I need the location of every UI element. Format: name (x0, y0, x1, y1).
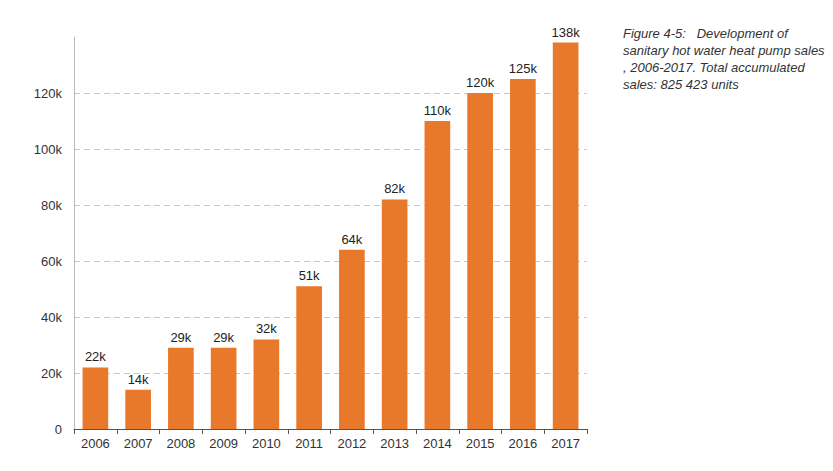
svg-text:29k: 29k (170, 330, 191, 345)
svg-text:2017: 2017 (551, 436, 580, 451)
svg-text:120k: 120k (34, 86, 63, 101)
svg-text:125k: 125k (509, 61, 538, 76)
svg-text:sanitary hot water heat pump s: sanitary hot water heat pump sales (623, 43, 825, 58)
svg-text:2014: 2014 (423, 436, 452, 451)
svg-text:64k: 64k (341, 232, 362, 247)
svg-text:2016: 2016 (508, 436, 537, 451)
svg-text:2013: 2013 (380, 436, 409, 451)
svg-text:120k: 120k (466, 75, 495, 90)
svg-text:, 2006-2017. Total accumulated: , 2006-2017. Total accumulated (623, 60, 808, 75)
svg-text:32k: 32k (256, 321, 277, 336)
svg-text:22k: 22k (85, 349, 106, 364)
svg-text:29k: 29k (213, 330, 234, 345)
svg-text:2011: 2011 (295, 436, 323, 451)
svg-text:20k: 20k (41, 366, 62, 381)
svg-text:2006: 2006 (81, 436, 110, 451)
svg-text:82k: 82k (384, 181, 405, 196)
svg-text:110k: 110k (424, 103, 452, 118)
svg-text:40k: 40k (41, 310, 62, 325)
svg-text:2009: 2009 (209, 436, 238, 451)
svg-text:60k: 60k (41, 254, 62, 269)
svg-text:2007: 2007 (124, 436, 153, 451)
svg-text:138k: 138k (552, 25, 581, 40)
svg-text:2010: 2010 (252, 436, 281, 451)
svg-text:100k: 100k (34, 142, 63, 157)
svg-text:Figure 4-5: Development of: Figure 4-5: Development of (623, 26, 791, 41)
svg-text:2012: 2012 (337, 436, 366, 451)
svg-text:14k: 14k (128, 372, 149, 387)
svg-text:0: 0 (55, 422, 62, 437)
svg-text:sales: 825 423 units: sales: 825 423 units (623, 77, 739, 92)
svg-text:2015: 2015 (466, 436, 495, 451)
svg-text:80k: 80k (41, 198, 62, 213)
svg-text:51k: 51k (299, 268, 320, 283)
svg-text:2008: 2008 (166, 436, 195, 451)
